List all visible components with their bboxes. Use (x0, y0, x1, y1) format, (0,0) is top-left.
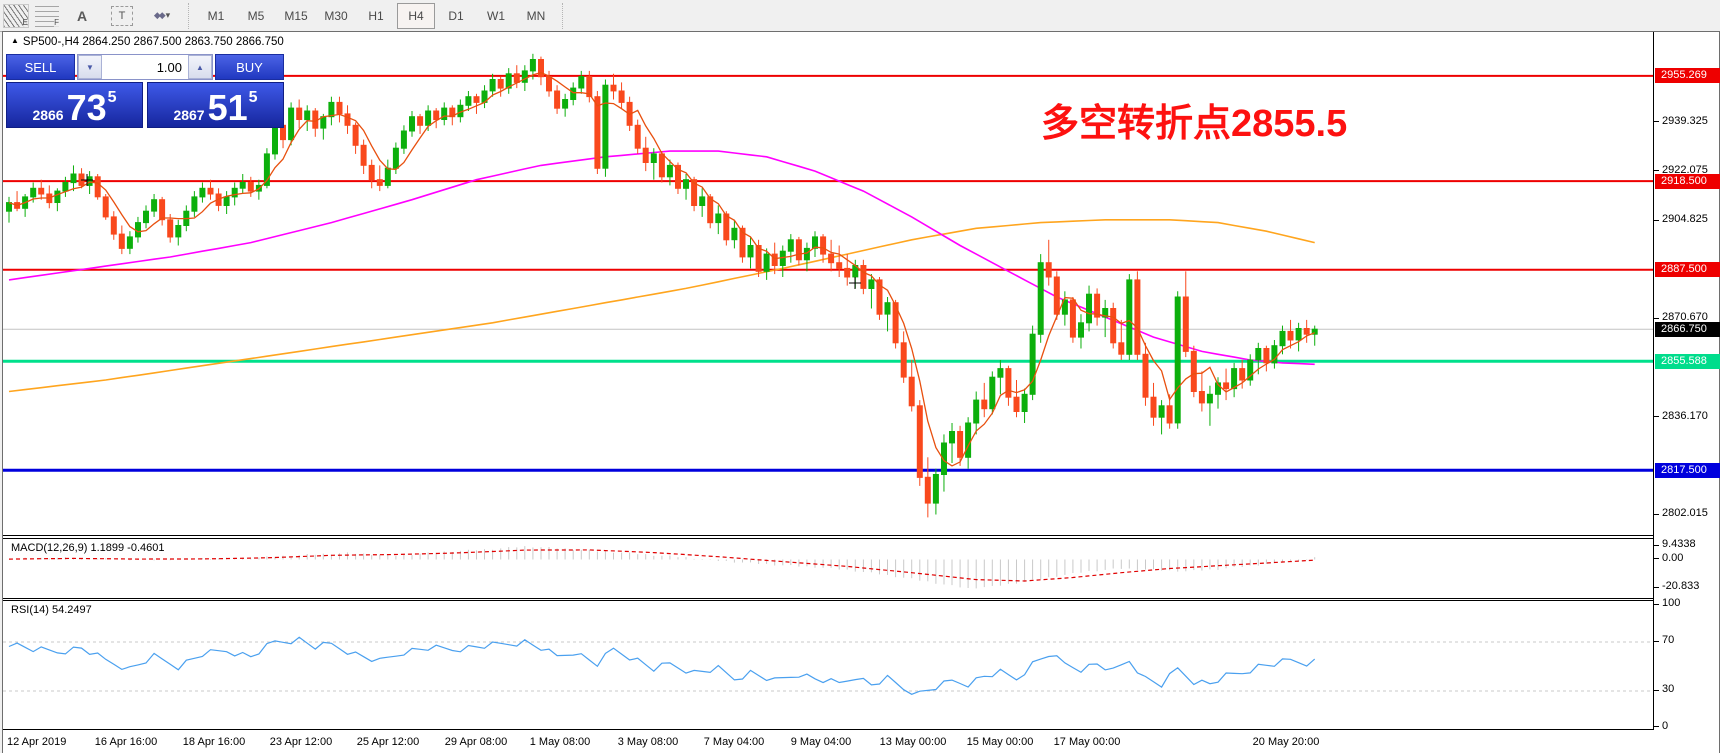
time-axis-label: 18 Apr 16:00 (182, 736, 246, 748)
volume-input[interactable] (102, 55, 188, 79)
fibonacci-icon[interactable]: F (35, 4, 59, 27)
price-level-badge: 2887.500 (1655, 262, 1720, 277)
timeframe-button-m5[interactable]: M5 (247, 8, 265, 23)
macd-tick-mark (1654, 558, 1659, 559)
toolbar: E F A T ◆◆ ▾ M1 M5 M15 M30 H1 H4 D1 W1 MN (0, 0, 1720, 32)
chart-symbol-header: ▲ SP500-,H4 2864.250 2867.500 2863.750 28… (11, 36, 284, 48)
price-axis-divider (1653, 32, 1654, 730)
time-axis-label: 16 Apr 16:00 (94, 736, 158, 748)
ohlc-text: SP500-,H4 2864.250 2867.500 2863.750 286… (22, 36, 284, 48)
price-level-badge: 2866.750 (1655, 322, 1720, 337)
price-tick-mark (1654, 170, 1659, 171)
price-tick-mark (1654, 416, 1659, 417)
price-level-badge: 2918.500 (1655, 174, 1720, 189)
price-level-badge: 2855.588 (1655, 354, 1720, 369)
volume-increase-button[interactable]: ▲ (188, 55, 212, 79)
timeframe-button-w1[interactable]: W1 (487, 8, 505, 23)
time-axis-label: 7 May 04:00 (703, 736, 765, 748)
time-axis-label: 1 May 08:00 (529, 736, 591, 748)
time-axis-label: 3 May 08:00 (617, 736, 679, 748)
buy-price-small: 2867 (173, 107, 205, 123)
sell-price-sup: 5 (107, 89, 117, 106)
sell-quote-button[interactable]: 2866 73 5 (6, 82, 143, 128)
price-tick-label: 2870.670 (1662, 311, 1708, 323)
rsi-tick-label: 30 (1662, 683, 1675, 695)
rsi-tick-label: 0 (1662, 720, 1669, 732)
macd-tick-label: -20.833 (1662, 580, 1700, 592)
price-tick-mark (1654, 220, 1659, 221)
time-axis-label: 15 May 00:00 (966, 736, 1034, 748)
time-axis-label: 9 May 04:00 (790, 736, 852, 748)
time-axis-label: 13 May 00:00 (879, 736, 947, 748)
price-tick-label: 2802.015 (1662, 507, 1708, 519)
text-label-icon[interactable]: A (76, 7, 88, 24)
text-tool-glyph: T (111, 5, 133, 26)
sell-price-big: 73 (66, 87, 107, 128)
price-tick-label: 2836.170 (1662, 410, 1708, 422)
timeframe-button-m1[interactable]: M1 (207, 8, 225, 23)
chart-annotation-text: 多空转折点2855.5 (1041, 103, 1348, 145)
macd-tick-label: 9.4338 (1662, 538, 1696, 550)
one-click-trade-panel: SELL ▼ ▲ BUY 2866 73 5 2867 51 5 (6, 54, 284, 128)
price-tick-mark (1654, 318, 1659, 319)
time-axis[interactable]: 12 Apr 2019 16 Apr 16:00 18 Apr 16:00 23 Ap… (3, 730, 1719, 753)
time-axis-label: 25 Apr 12:00 (356, 736, 420, 748)
equidistant-channel-icon[interactable]: E (3, 3, 29, 28)
arrows-icon[interactable]: ◆◆ ▾ (143, 3, 181, 29)
timeframe-button-m30[interactable]: M30 (324, 8, 348, 23)
text-tool-icon[interactable]: T (103, 3, 141, 29)
rsi-indicator-panel[interactable]: RSI(14) 54.2497 (3, 600, 1653, 730)
price-tick-mark (1654, 121, 1659, 122)
tool-sub-label: F (54, 17, 59, 27)
chevron-down-icon[interactable]: ▾ (165, 10, 171, 20)
volume-decrease-button[interactable]: ▼ (78, 55, 102, 79)
buy-quote-button[interactable]: 2867 51 5 (147, 82, 284, 128)
macd-indicator-panel[interactable]: MACD(12,26,9) 1.1899 -0.4601 (3, 538, 1653, 599)
chart-window: ▲ SP500-,H4 2864.250 2867.500 2863.750 28… (2, 31, 1720, 753)
buy-price-big: 51 (207, 87, 248, 128)
price-tick-label: 2922.075 (1662, 164, 1708, 176)
rsi-tick-mark (1654, 726, 1659, 727)
timeframe-button-h1[interactable]: H1 (368, 8, 384, 23)
price-level-badge: 2817.500 (1655, 463, 1720, 478)
price-tick-label: 2939.325 (1662, 115, 1708, 127)
rsi-label: RSI(14) 54.2497 (11, 604, 92, 616)
rsi-tick-label: 70 (1662, 634, 1675, 646)
timeframe-button-d1[interactable]: D1 (448, 8, 464, 23)
rsi-tick-mark (1654, 641, 1659, 642)
rsi-tick-label: 100 (1662, 597, 1681, 609)
price-tick-mark (1654, 514, 1659, 515)
volume-stepper: ▼ ▲ (77, 54, 213, 80)
time-axis-label: 12 Apr 2019 (7, 736, 67, 748)
time-axis-label: 20 May 20:00 (1252, 736, 1320, 748)
macd-tick-mark (1654, 545, 1659, 546)
toolbar-separator (562, 2, 564, 29)
macd-tick-label: 0.00 (1662, 552, 1684, 564)
timeframe-button-m15[interactable]: M15 (284, 8, 308, 23)
time-axis-label: 17 May 00:00 (1053, 736, 1121, 748)
price-tick-label: 2904.825 (1662, 213, 1708, 225)
time-axis-label: 23 Apr 12:00 (269, 736, 333, 748)
time-axis-label: 29 Apr 08:00 (444, 736, 508, 748)
arrows-glyph: ◆◆ (153, 10, 166, 20)
tool-sub-label: E (22, 17, 28, 27)
sell-price-small: 2866 (32, 107, 64, 123)
timeframe-group: M1 M5 M15 M30 H1 H4 D1 W1 MN (196, 2, 556, 29)
rsi-tick-mark (1654, 604, 1659, 605)
sell-button[interactable]: SELL (6, 54, 75, 80)
price-level-badge: 2955.269 (1655, 68, 1720, 83)
macd-label: MACD(12,26,9) 1.1899 -0.4601 (11, 542, 165, 554)
rsi-tick-mark (1654, 690, 1659, 691)
timeframe-button-mn[interactable]: MN (526, 8, 546, 23)
timeframe-button-h4[interactable]: H4 (397, 2, 435, 29)
buy-button[interactable]: BUY (215, 54, 284, 80)
macd-tick-mark (1654, 587, 1659, 588)
buy-price-sup: 5 (248, 89, 258, 106)
toolbar-separator (188, 2, 190, 29)
collapse-triangle-icon[interactable]: ▲ (11, 36, 19, 45)
